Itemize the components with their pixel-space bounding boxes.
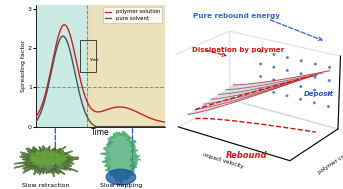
X-axis label: Time: Time — [91, 128, 110, 137]
Text: Slow retraction: Slow retraction — [23, 183, 70, 188]
Polygon shape — [100, 131, 141, 184]
X-axis label: impact velocity: impact velocity — [202, 152, 244, 169]
Polygon shape — [14, 146, 79, 177]
Bar — [36, 5, 87, 127]
Bar — [87, 5, 165, 127]
Text: Dissipation by polymer: Dissipation by polymer — [192, 47, 284, 53]
Text: Rebound: Rebound — [226, 151, 268, 160]
Text: Slow hopping: Slow hopping — [99, 183, 142, 188]
Polygon shape — [106, 169, 135, 185]
Text: $v_{ret}$: $v_{ret}$ — [89, 56, 99, 64]
Text: Deposit: Deposit — [304, 91, 334, 97]
Y-axis label: polymer conc.: polymer conc. — [317, 149, 343, 175]
Y-axis label: Spreading factor: Spreading factor — [22, 40, 26, 92]
Legend: polymer solution, pure solvent: polymer solution, pure solvent — [103, 7, 162, 23]
Text: Pure rebound energy: Pure rebound energy — [193, 13, 280, 19]
Polygon shape — [29, 150, 71, 166]
